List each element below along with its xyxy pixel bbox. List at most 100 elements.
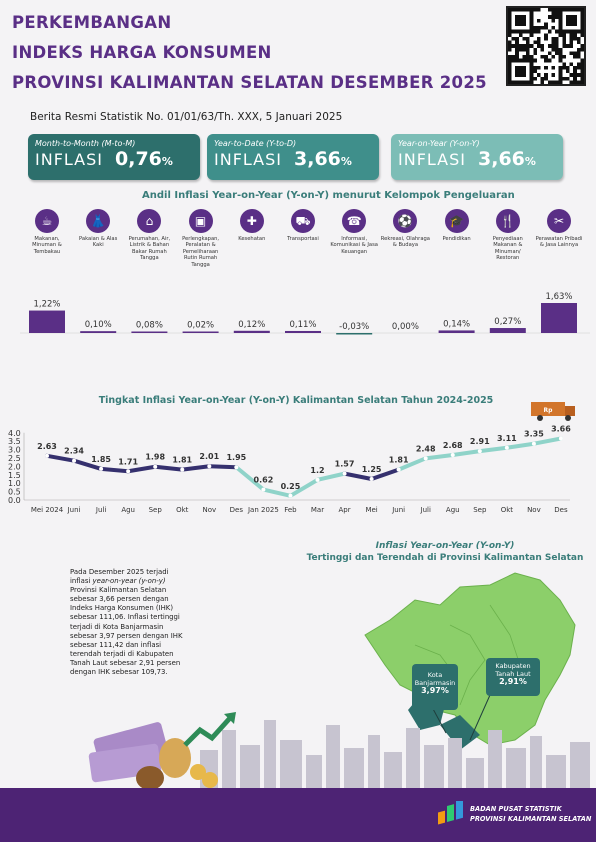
line-segment: [72, 458, 104, 471]
x-tick: Feb: [284, 506, 297, 514]
x-tick: Okt: [176, 506, 189, 514]
mtm-card: Month-to-Month (M-to-M) INFLASI 0,76%: [28, 134, 200, 180]
qr-code-icon[interactable]: [506, 6, 586, 86]
bar-label-8: 0,00%: [392, 322, 419, 332]
bar-label-3: 0,08%: [136, 321, 163, 331]
category-7: ☎ Informasi, Komunikasi & Jasa Keuangan: [329, 209, 379, 255]
point-label: 0.62: [254, 476, 274, 485]
point-label: 2.01: [199, 452, 219, 461]
car-icon: ⛟: [291, 209, 315, 233]
bar-6: [285, 330, 321, 333]
x-tick: Juli: [95, 506, 106, 514]
y-tick: 3.0: [8, 446, 21, 455]
category-name: Informasi, Komunikasi & Jasa Keuangan: [330, 236, 378, 255]
bar-label-9: 0,14%: [443, 319, 470, 329]
category-1: ☕ Makanan, Minuman & Tembakau: [22, 209, 72, 255]
line-point: [45, 453, 49, 458]
money-illustration-icon: [88, 712, 236, 790]
line-segment: [423, 452, 455, 461]
line-segment: [126, 464, 158, 474]
category-9: 🎓 Pendidikan: [432, 209, 482, 242]
yoy-card: Year-on-Year (Y-on-Y) INFLASI 3,66%: [391, 134, 563, 180]
point-label: 2.91: [470, 437, 490, 446]
title-line-1: PERKEMBANGAN: [12, 13, 172, 32]
line-point: [180, 467, 185, 472]
point-label: 3.35: [524, 430, 544, 439]
category-11: ✂ Perawatan Pribadi & Jasa Lainnya: [534, 209, 584, 249]
category-name: Perumahan, Air, Listrik & Bahan Bakar Ru…: [128, 236, 171, 262]
category-4: ▣ Perlengkapan, Peralatan & Pemeliharaan …: [176, 209, 226, 268]
point-label: 2.63: [37, 442, 57, 451]
care-icon: ✂: [547, 209, 571, 233]
point-label: 1.25: [362, 465, 382, 474]
line-point: [315, 477, 320, 482]
line-point: [504, 445, 509, 450]
card-label: INFLASI: [214, 150, 282, 169]
yoy-line-chart: Tingkat Inflasi Year-on-Year (Y-on-Y) Ka…: [8, 395, 575, 514]
bps-logo-icon: [438, 801, 463, 825]
category-name: Makanan, Minuman & Tembakau: [32, 236, 62, 255]
point-label: 1.57: [335, 460, 355, 469]
x-tick: Apr: [338, 506, 350, 514]
summary-text: Pada Desember 2025 terjadi inflasi year-…: [70, 568, 183, 677]
card-pct: %: [161, 155, 173, 168]
card-pct: %: [524, 155, 536, 168]
footer-bar: [0, 788, 596, 842]
bar-5: [233, 330, 270, 333]
card-subtitle: Month-to-Month (M-to-M): [35, 139, 136, 148]
title-line-2: INDEKS HARGA KONSUMEN: [12, 43, 272, 62]
line-point: [207, 464, 212, 469]
health-icon: ✚: [239, 209, 264, 233]
point-label: 0.25: [281, 482, 301, 491]
x-tick: Jan 2025: [247, 506, 279, 514]
line-point: [477, 449, 482, 454]
line-segment: [261, 487, 293, 498]
phone-icon: ☎: [342, 209, 367, 233]
line-segment: [504, 441, 536, 450]
line-segment: [288, 477, 320, 498]
line-segment: [531, 436, 563, 446]
line-point: [261, 487, 266, 492]
card-value: 3,66: [294, 148, 341, 170]
bar-9: [438, 330, 475, 333]
highest-city-card: Kota Banjarmasin 3,97%: [412, 664, 458, 710]
x-tick: Mei: [365, 506, 377, 514]
line-point: [396, 467, 401, 472]
line-point: [342, 471, 347, 476]
point-label: 1.98: [145, 453, 165, 462]
category-name: Pendidikan: [442, 236, 471, 242]
release-reference: Berita Resmi Statistik No. 01/01/63/Th. …: [30, 111, 343, 123]
x-tick: Des: [554, 506, 568, 514]
bar-11: [541, 303, 577, 333]
point-label: 1.81: [389, 456, 409, 465]
line-point: [450, 452, 455, 457]
line-segment: [369, 467, 401, 481]
ytd-card: Year-to-Date (Y-to-D) INFLASI 3,66%: [207, 134, 379, 180]
appliance-icon: ▣: [188, 209, 213, 233]
x-tick: Des: [230, 506, 244, 514]
category-name: Pakaian & Alas Kaki: [79, 236, 118, 249]
map-title: Inflasi Year-on-Year (Y-on-Y) Tertinggi …: [306, 541, 584, 563]
line-segment: [207, 464, 239, 470]
category-10: 🍴 Penyediaan Makanan & Minuman/ Restoran: [483, 209, 533, 262]
line-point: [153, 464, 158, 469]
category-name: Rekreasi, Olahraga & Budaya: [380, 236, 430, 249]
bar-label-4: 0,02%: [187, 321, 214, 331]
bar-2: [80, 331, 117, 333]
bar-3: [131, 331, 168, 333]
category-8: ⚽ Rekreasi, Olahraga & Budaya: [380, 209, 430, 249]
x-tick: Juni: [391, 506, 405, 514]
page-title: PERKEMBANGAN INDEKS HARGA KONSUMEN PROVI…: [12, 8, 487, 98]
bar-1: [29, 310, 65, 333]
province-shape: [364, 572, 576, 746]
recreation-icon: ⚽: [393, 209, 418, 233]
x-tick: Juni: [67, 506, 81, 514]
line-point: [288, 493, 293, 498]
y-tick: 3.5: [8, 437, 21, 446]
x-tick: Mar: [311, 506, 324, 514]
category-2: 👗 Pakaian & Alas Kaki: [73, 209, 123, 249]
line-segment: [180, 464, 212, 472]
y-tick: 2.5: [8, 454, 21, 463]
card-value: 3,66: [478, 148, 525, 170]
title-line-3: PROVINSI KALIMANTAN SELATAN DESEMBER 202…: [12, 73, 487, 92]
